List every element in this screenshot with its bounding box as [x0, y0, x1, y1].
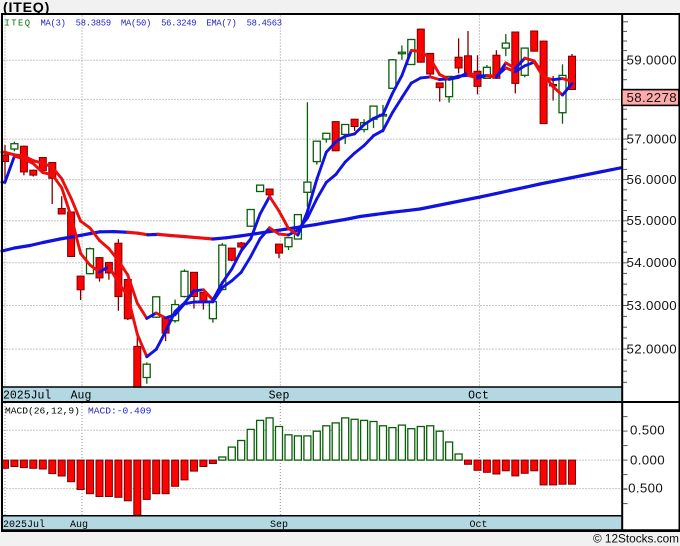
svg-text:54.0000: 54.0000 [627, 255, 678, 270]
svg-text:© 12Stocks.com: © 12Stocks.com [593, 532, 679, 546]
svg-text:2025Jul: 2025Jul [3, 519, 45, 531]
svg-text:52.0000: 52.0000 [627, 341, 678, 356]
svg-text:58.2278: 58.2278 [627, 90, 678, 105]
svg-text:Aug: Aug [70, 520, 88, 531]
svg-text:57.0000: 57.0000 [627, 131, 678, 146]
svg-text:Sep: Sep [270, 520, 288, 531]
svg-text:MA(3) 58.3859 MA(50) 56.324: MA(3) 58.3859 MA(50) 56.3249 EMA(7) 58.4… [41, 18, 283, 28]
svg-text:-0.500: -0.500 [623, 481, 663, 496]
svg-text:MACD(26,12,9): MACD(26,12,9) [5, 406, 80, 417]
svg-text:0.000: 0.000 [630, 452, 665, 467]
svg-text:Aug: Aug [71, 389, 92, 402]
svg-text:ITEQ: ITEQ [5, 18, 31, 28]
svg-text:Oct: Oct [469, 520, 487, 531]
svg-text:56.0000: 56.0000 [627, 172, 678, 187]
svg-text:2025Jul: 2025Jul [3, 389, 51, 402]
svg-text:MACD:-0.409: MACD:-0.409 [88, 406, 152, 417]
svg-text:0.500: 0.500 [630, 423, 665, 438]
svg-text:55.0000: 55.0000 [627, 213, 678, 228]
svg-text:Sep: Sep [269, 389, 290, 402]
svg-text:Oct: Oct [468, 389, 489, 402]
svg-text:(ITEQ): (ITEQ) [3, 0, 50, 16]
svg-text:53.0000: 53.0000 [627, 298, 678, 313]
svg-text:59.0000: 59.0000 [627, 53, 678, 68]
